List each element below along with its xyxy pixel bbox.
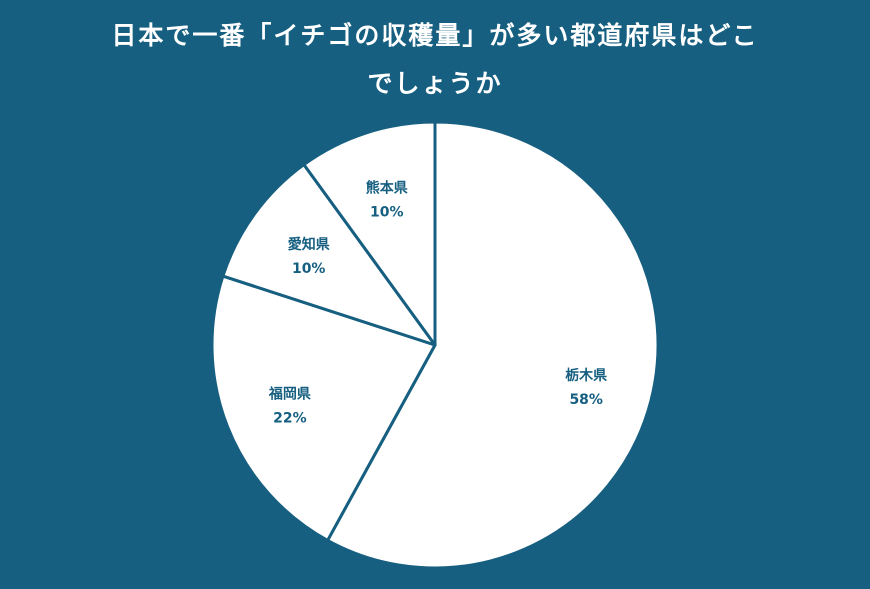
slice-value-label-1: 58% (569, 392, 603, 408)
pie-slice-2[interactable] (210, 274, 437, 542)
slice-value-label-3: 10% (292, 261, 326, 277)
slice-category-label-1: 栃木県 (565, 367, 607, 384)
slice-category-label-2: 福岡県 (268, 385, 311, 402)
pie-slice-1[interactable] (326, 120, 660, 570)
pie-slice-4[interactable] (302, 120, 437, 347)
slice-value-label-4: 10% (370, 205, 404, 221)
pie-labels: 栃木県 58% 福岡県 22% 愛知県 10% 熊本県 10% (268, 180, 607, 427)
slice-category-label-4: 熊本県 (366, 180, 408, 197)
slice-category-label-3: 愛知県 (288, 236, 330, 253)
pie-slice-3[interactable] (221, 163, 437, 347)
chart-title-line-2: でしょうか (367, 69, 503, 98)
chart-title-line-1: 日本で一番「イチゴの収穫量」が多い都道府県はどこ (111, 21, 759, 50)
chart-title: 日本で一番「イチゴの収穫量」が多い都道府県はどこ でしょうか (0, 12, 870, 108)
slice-value-label-2: 22% (273, 410, 307, 426)
pie-slices (210, 120, 660, 570)
